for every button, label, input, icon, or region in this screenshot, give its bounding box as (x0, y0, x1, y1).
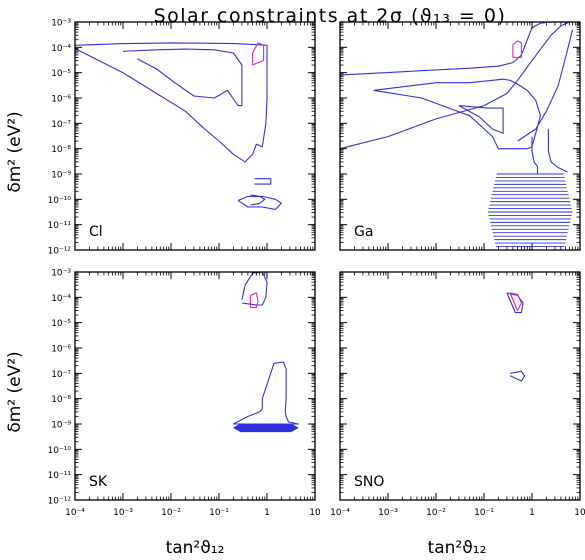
cl-y-tick-label: 10⁻⁵ (51, 69, 71, 79)
sno-x-tick-label: 10⁻¹ (474, 508, 494, 518)
x-axis-label-right: tan²ϑ₁₂ (428, 538, 487, 558)
sno-contour-1 (509, 370, 526, 382)
cl-y-tick-label: 10⁻⁶ (51, 95, 71, 105)
ga-band (487, 173, 573, 251)
sk-best-fit-contour (249, 292, 259, 308)
cl-y-tick-label: 10⁻³ (51, 19, 71, 29)
sk-y-tick-label: 10⁻¹² (48, 497, 72, 507)
sk-y-tick-label: 10⁻⁹ (51, 421, 71, 431)
sk-y-tick-label: 10⁻⁴ (51, 294, 71, 304)
sk-y-tick-label: 10⁻⁸ (51, 395, 71, 405)
cl-frame (74, 21, 316, 251)
panels: 10⁻³ 10⁻⁴ 10⁻⁵ 10⁻⁶ 10⁻⁷ 10⁻⁸ 10⁻⁹ 10⁻¹⁰ 10⁻¹¹ 10… (48, 19, 585, 519)
cl-contour-0 (74, 42, 268, 163)
sk-band (233, 423, 299, 433)
sk-x-tick-label: 1 (264, 508, 270, 518)
cl-best-fit-contour (252, 42, 265, 66)
panel-sno: 10⁻⁴ 10⁻³ 10⁻² 10⁻¹ 1 10 SNO (330, 271, 585, 518)
sk-panel-label: SK (89, 474, 108, 490)
cl-y-tick-label: 10⁻¹² (48, 247, 72, 257)
figure-title: Solar constraints at 2σ (ϑ₁₃ = 0) (154, 5, 507, 27)
cl-y-tick-label: 10⁻¹⁰ (48, 196, 72, 206)
sno-x-tick-label: 1 (529, 508, 535, 518)
ga-contour-0 (339, 21, 576, 76)
sno-x-tick-label: 10⁻³ (378, 508, 398, 518)
sno-frame (339, 271, 581, 501)
y-axis-label-bottom: δm² (eV²) (5, 351, 25, 432)
cl-y-tick-label: 10⁻¹¹ (48, 221, 72, 231)
sk-y-tick-label: 10⁻¹¹ (48, 471, 72, 481)
y-axis-label-top: δm² (eV²) (5, 111, 25, 192)
panel-ga: Ga (339, 21, 581, 251)
ga-contour-1 (339, 21, 576, 150)
cl-y-tick-label: 10⁻⁴ (51, 44, 71, 54)
x-axis-label-left: tan²ϑ₁₂ (166, 538, 225, 558)
sno-x-tick-label: 10⁻⁴ (330, 508, 350, 518)
sno-x-tick-label: 10 (574, 508, 585, 518)
sk-x-tick-label: 10⁻⁴ (65, 508, 85, 518)
sno-panel-label: SNO (354, 474, 384, 490)
sk-y-tick-label: 10⁻⁷ (51, 370, 71, 380)
sk-x-tick-label: 10⁻¹ (209, 508, 229, 518)
ga-contour-3 (458, 105, 504, 134)
cl-contour-1 (122, 48, 243, 107)
cl-y-tick-label: 10⁻⁸ (51, 145, 71, 155)
panel-cl: 10⁻³ 10⁻⁴ 10⁻⁵ 10⁻⁶ 10⁻⁷ 10⁻⁸ 10⁻⁹ 10⁻¹⁰ 10⁻¹¹ 10… (48, 19, 316, 257)
ga-contour-5 (531, 136, 539, 174)
cl-contour-3 (237, 195, 282, 210)
cl-y-tick-label: 10⁻⁹ (51, 171, 71, 181)
sk-x-tick-label: 10⁻² (161, 508, 181, 518)
sk-y-tick-label: 10⁻¹⁰ (48, 446, 72, 456)
sk-y-tick-label: 10⁻⁵ (51, 319, 71, 329)
cl-panel-label: Cl (89, 224, 103, 240)
ga-contour-4 (517, 29, 574, 142)
sk-x-tick-label: 10 (309, 508, 321, 518)
sk-contour-1 (232, 361, 299, 425)
ga-panel-label: Ga (354, 224, 373, 240)
sk-frame (74, 271, 316, 501)
sk-y-tick-label: 10⁻⁶ (51, 345, 71, 355)
sno-contour-0 (506, 292, 524, 314)
ga-contour-6 (547, 129, 568, 173)
cl-contour-4 (254, 178, 272, 185)
sk-y-tick-label: 10⁻³ (51, 269, 71, 279)
sno-best-fit-contour (509, 292, 522, 312)
ga-frame (339, 21, 581, 251)
sk-contour-0 (241, 271, 268, 306)
sk-x-tick-label: 10⁻³ (113, 508, 133, 518)
ga-best-fit-contour (512, 40, 522, 58)
ga-contour-2 (373, 78, 542, 150)
cl-y-tick-label: 10⁻⁷ (51, 120, 71, 130)
sno-x-tick-label: 10⁻² (426, 508, 446, 518)
panel-sk: 10⁻³ 10⁻⁴ 10⁻⁵ 10⁻⁶ 10⁻⁷ 10⁻⁸ 10⁻⁹ 10⁻¹⁰ 10⁻¹¹ 10… (48, 269, 321, 519)
